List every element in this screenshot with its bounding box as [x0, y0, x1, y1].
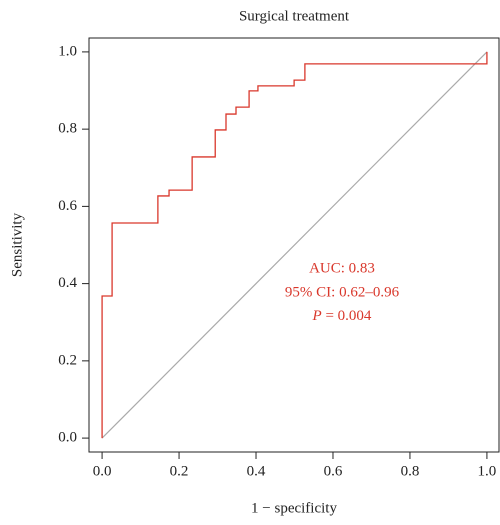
- annotation: AUC: 0.83: [309, 260, 375, 276]
- plot-frame: [88, 37, 500, 453]
- x-tick-label: 1.0: [478, 463, 497, 479]
- x-tick-label: 0.4: [247, 463, 266, 479]
- roc-curve: [101, 51, 488, 439]
- y-tick-label: 0.0: [58, 430, 77, 446]
- x-tick-label: 0.6: [324, 463, 343, 479]
- y-tick-label: 0.6: [58, 198, 77, 214]
- y-axis-label: Sensitivity: [9, 212, 25, 277]
- x-tick-label: 0.2: [170, 463, 189, 479]
- x-tick-label: 0.8: [401, 463, 420, 479]
- x-tick-label: 0.0: [93, 463, 112, 479]
- reference-line: [101, 51, 488, 439]
- x-axis-label: 1 − specificity: [251, 500, 337, 516]
- y-tick-label: 1.0: [58, 43, 77, 59]
- y-tick-label: 0.8: [58, 121, 77, 137]
- y-tick-label: 0.4: [58, 275, 77, 291]
- annotation: 95% CI: 0.62–0.96: [285, 284, 400, 300]
- y-tick-label: 0.2: [58, 352, 77, 368]
- chart-title: Surgical treatment: [239, 8, 350, 24]
- annotation: P = 0.004: [312, 308, 372, 324]
